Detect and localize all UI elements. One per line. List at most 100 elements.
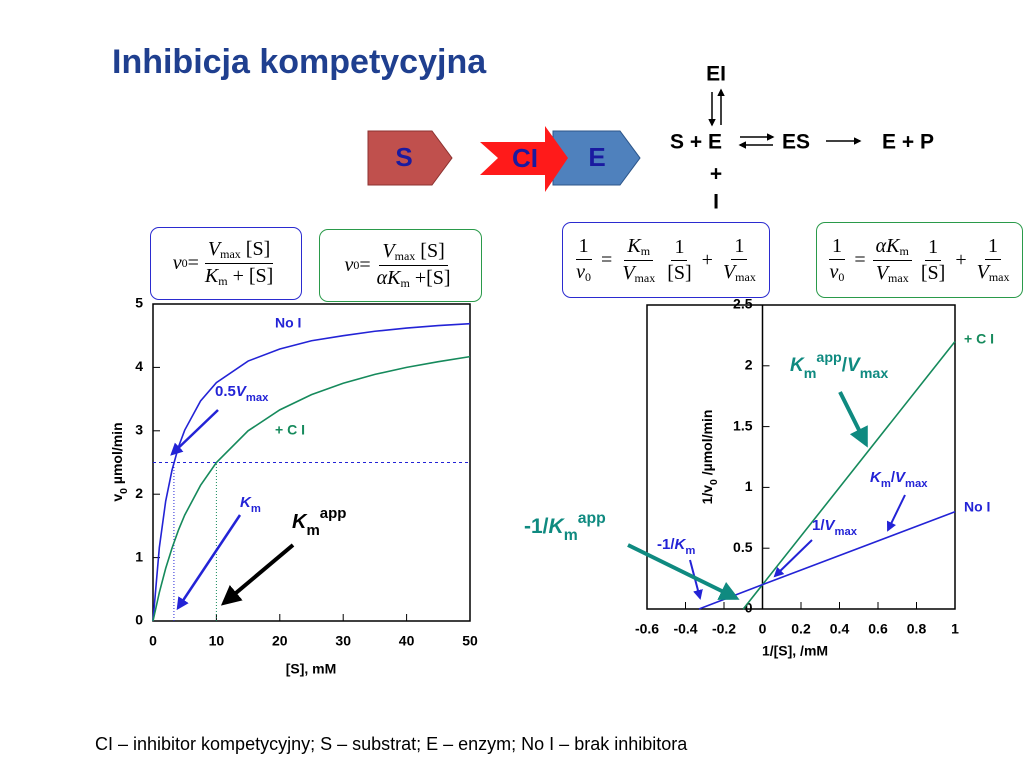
- text-part: K: [549, 515, 566, 538]
- formula-part: max: [394, 249, 416, 263]
- reaction-scheme: EI S + E ES E + P + I: [670, 63, 934, 214]
- formula-part: Vmax [S]: [204, 238, 274, 264]
- formula-part: 0: [585, 270, 592, 284]
- formula-part: αKm +[S]: [374, 266, 454, 291]
- formula-part: 1 Vmax: [720, 235, 759, 285]
- formula-part: 1 v0 = Km Vmax 1 [S] + 1 Vmax: [570, 235, 762, 286]
- formula-part: + [S]: [232, 265, 274, 287]
- reaction-arrows: [708, 88, 862, 149]
- y-tick-label: 1: [745, 478, 753, 494]
- annotation: Kmapp/Vmax: [790, 350, 888, 382]
- formula-part: Km: [624, 234, 654, 261]
- formula-part: 0: [181, 256, 188, 270]
- text-part: K: [675, 536, 687, 553]
- text-part: app: [320, 505, 347, 522]
- x-tick-label: 20: [272, 633, 288, 649]
- text-part: V: [847, 355, 861, 376]
- formula-part: V: [875, 261, 889, 284]
- formula-part: Km Vmax: [619, 235, 658, 286]
- y-tick-label: 0.5: [733, 539, 753, 555]
- species: I: [713, 191, 719, 214]
- formula-part: v0: [827, 260, 848, 285]
- formula-part: =: [187, 252, 199, 274]
- formula-part: 1: [671, 236, 688, 261]
- y-tick-label: 3: [135, 422, 143, 438]
- series-line: [152, 355, 471, 622]
- text-part: v: [109, 494, 125, 502]
- formula-part: Vmax: [873, 261, 912, 286]
- slide-title: Inhibicja kompetycyjna: [112, 43, 487, 81]
- text-part: max: [835, 526, 858, 538]
- text-part: -1/: [524, 515, 549, 538]
- text-part: m: [251, 503, 261, 515]
- formula-part: K: [387, 267, 401, 289]
- annotation: Km/Vmax: [870, 469, 928, 490]
- x-axis-label: [S], mM: [286, 661, 337, 677]
- text-part: K: [790, 355, 805, 376]
- x-tick-label: 50: [462, 633, 478, 649]
- text-part: K: [292, 511, 308, 533]
- x-tick-label: 0.2: [791, 621, 811, 637]
- formula-part: v: [829, 261, 839, 283]
- formula-part: 1: [731, 235, 748, 260]
- y-tick-label: 0: [745, 600, 753, 616]
- formula-part: +[S]: [414, 267, 451, 289]
- chart: -0.6 -0.4 -0.2 0 0.2 0.4 0.6 0.8 1 0 0.5 1 1.5 2 2.5 1/…: [524, 296, 994, 659]
- formula-part: m: [400, 276, 410, 290]
- y-tick-label: 4: [135, 358, 143, 374]
- formula-part: αKm: [872, 234, 912, 261]
- series-label: + C I: [964, 331, 994, 347]
- formula-part: K: [886, 234, 900, 257]
- arrow-shape: [480, 126, 568, 192]
- arrow-shape: [367, 130, 453, 186]
- text-part: V: [825, 517, 837, 534]
- formula-part: +: [955, 248, 967, 271]
- x-tick-label: 10: [209, 633, 225, 649]
- formula-part: max: [634, 270, 656, 285]
- text-part: V: [236, 383, 248, 400]
- annotation-arrow: [838, 391, 868, 448]
- text-part: max: [860, 366, 889, 382]
- text-part: /: [891, 469, 896, 486]
- text-part: K: [870, 469, 882, 486]
- text-part: 1/v: [699, 485, 715, 505]
- species: ES: [782, 131, 810, 154]
- formula-part: K: [627, 234, 641, 257]
- x-tick-label: 0: [759, 621, 767, 637]
- formula-part: [S]: [420, 240, 445, 262]
- formula-part: K: [204, 265, 219, 287]
- formula-part: =: [854, 248, 866, 271]
- species: EI: [706, 63, 726, 86]
- formula-part: 1 v0: [827, 235, 848, 285]
- series-line: [152, 322, 471, 622]
- formula-part: V: [207, 238, 221, 260]
- formula-part: v: [172, 252, 182, 274]
- formula-part: [S]: [245, 238, 271, 260]
- series-label: + C I: [275, 422, 305, 438]
- formula-part: =: [359, 254, 371, 276]
- formula-box: 1 v0 = αKm Vmax 1 [S] + 1 Vmax: [816, 222, 1023, 298]
- y-tick-label: 2.5: [733, 296, 753, 312]
- text-part: m: [564, 527, 578, 544]
- text-part: 0: [708, 479, 720, 485]
- formula-part: V: [976, 261, 989, 283]
- annotation: 1/Vmax: [812, 517, 858, 538]
- arrow-label: CI: [512, 143, 538, 173]
- x-axis-label: 1/[S], /mM: [762, 643, 828, 659]
- formula-part: v 0 = Vmax [S] Km + [S]: [173, 238, 280, 289]
- text-part: m: [306, 522, 319, 539]
- formula-part: 0: [838, 270, 845, 284]
- formula-part: V: [722, 261, 736, 283]
- annotation: Kmapp: [292, 505, 346, 539]
- formula-part: 1 [S]: [664, 236, 694, 285]
- y-tick-label: 2: [745, 357, 753, 373]
- x-tick-label: 0.8: [907, 621, 927, 637]
- y-tick-label: 1: [135, 548, 143, 564]
- formula-part: 0: [353, 258, 360, 272]
- formula-part: v 0 = Vmax [S] αKm +[S]: [344, 240, 456, 291]
- formula-part: m: [899, 243, 909, 258]
- arrow-label: E: [588, 142, 605, 172]
